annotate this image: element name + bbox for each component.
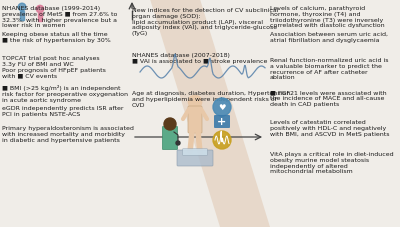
- FancyArrow shape: [38, 14, 42, 22]
- Text: NHANES database (2007-2018)
■ VAI is associated to ■ stroke prevalence: NHANES database (2007-2018) ■ VAI is ass…: [132, 53, 267, 64]
- Text: Keeping obese status all the time
■ the risk of hypertension by 30%: Keeping obese status all the time ■ the …: [2, 32, 111, 43]
- Text: Association between serum uric acid,
atrial fibrillation and dysglycaemia: Association between serum uric acid, atr…: [270, 32, 388, 43]
- Circle shape: [164, 118, 176, 131]
- Text: VitA plays a critical role in diet-induced
obesity murine model steatosis
indepe: VitA plays a critical role in diet-induc…: [270, 151, 394, 174]
- Circle shape: [18, 4, 26, 12]
- FancyBboxPatch shape: [183, 149, 207, 156]
- Text: Age at diagnosis, diabetes duration, Hypertension
and hyperlipidemia were indepe: Age at diagnosis, diabetes duration, Hyp…: [132, 91, 290, 107]
- Text: Levels of calcium, parathyroid
hormone, thyroxine (T4) and
triiodothyronine (T3): Levels of calcium, parathyroid hormone, …: [270, 6, 385, 28]
- Text: Renal function-normalized uric acid is
a valuable biomarker to predict the
recur: Renal function-normalized uric acid is a…: [270, 58, 388, 80]
- Text: TOPCAT trial post hoc analyses
3.3y FU of BMI and WC
Poor prognosis of HFpEF pat: TOPCAT trial post hoc analyses 3.3y FU o…: [2, 56, 106, 78]
- Circle shape: [213, 99, 231, 116]
- Text: ■ BMI (>25 kg/m²) is an independent
risk factor for preoperative oxygenation
in : ■ BMI (>25 kg/m²) is an independent risk…: [2, 85, 128, 102]
- Text: Primary hyperaldosteronism is associated
with increased mortality and morbidity
: Primary hyperaldosteronism is associated…: [2, 126, 134, 142]
- FancyBboxPatch shape: [162, 127, 178, 150]
- Text: New indices for the detection of CV subclinical
organ damage (SOD):
lipid accumu: New indices for the detection of CV subc…: [132, 8, 278, 36]
- Text: eGDR independently predicts ISR after
PCI in patients NSTE-ACS: eGDR independently predicts ISR after PC…: [2, 106, 124, 116]
- FancyBboxPatch shape: [188, 106, 202, 133]
- Circle shape: [36, 6, 44, 14]
- Text: Levels of catestatin correlated
positively with HDL-C and negatively
with BMI, a: Levels of catestatin correlated positive…: [270, 119, 390, 136]
- Circle shape: [213, 131, 231, 149]
- FancyArrow shape: [20, 12, 24, 21]
- Text: +: +: [217, 116, 227, 126]
- Text: ■ FGF21 levels were associated with
the incidence of MACE and all-cause
death in: ■ FGF21 levels were associated with the …: [270, 90, 387, 106]
- Text: ♥: ♥: [218, 103, 226, 112]
- FancyBboxPatch shape: [177, 150, 213, 166]
- Circle shape: [188, 96, 202, 109]
- FancyBboxPatch shape: [214, 116, 230, 128]
- Text: NHANES database (1999-2014)
prevalence of MetS ■ from 27.6% to
32.3%, with highe: NHANES database (1999-2014) prevalence o…: [2, 6, 117, 28]
- Polygon shape: [150, 0, 270, 227]
- Circle shape: [176, 141, 180, 145]
